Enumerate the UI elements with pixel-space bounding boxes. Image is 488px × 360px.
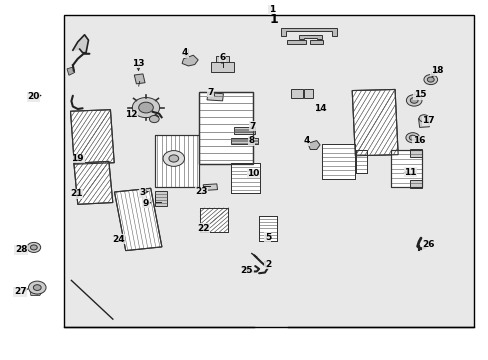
Text: 1: 1 [269, 13, 278, 26]
Bar [418, 118, 428, 127]
Circle shape [33, 285, 41, 291]
Polygon shape [281, 28, 336, 36]
Text: 7: 7 [207, 87, 213, 96]
Bar [351, 89, 397, 156]
Bar [134, 74, 145, 84]
Bar [155, 135, 199, 187]
Polygon shape [307, 140, 320, 149]
Bar [114, 188, 162, 251]
Text: 7: 7 [249, 122, 255, 131]
Bar [234, 127, 254, 134]
Bar [230, 163, 260, 193]
Circle shape [168, 155, 178, 162]
Circle shape [418, 115, 428, 122]
Bar [199, 92, 252, 164]
Text: 19: 19 [71, 154, 84, 163]
Bar [231, 138, 257, 144]
Bar [203, 184, 217, 190]
Text: 24: 24 [112, 235, 125, 244]
Bar [155, 135, 199, 187]
Bar [355, 150, 366, 173]
Bar [351, 89, 397, 156]
Bar [200, 208, 228, 232]
Bar [287, 40, 305, 44]
Bar [258, 216, 277, 241]
Bar [74, 161, 113, 204]
Text: 3: 3 [139, 188, 145, 197]
Circle shape [28, 281, 46, 294]
Bar [154, 191, 166, 206]
Text: 10: 10 [246, 169, 259, 178]
Bar [390, 150, 421, 187]
Circle shape [139, 102, 153, 113]
Text: 25: 25 [240, 266, 253, 275]
Text: 20: 20 [28, 92, 40, 101]
Polygon shape [182, 55, 198, 66]
Polygon shape [73, 35, 88, 53]
Bar [309, 40, 323, 44]
Text: 11: 11 [403, 168, 416, 177]
Bar [210, 62, 234, 72]
Circle shape [27, 242, 41, 252]
Text: 26: 26 [422, 240, 434, 249]
Circle shape [409, 98, 417, 103]
Circle shape [406, 95, 421, 106]
Text: 8: 8 [248, 136, 254, 145]
Text: 23: 23 [195, 187, 207, 196]
Text: 6: 6 [219, 53, 225, 62]
Text: 22: 22 [196, 224, 209, 233]
Bar [390, 150, 421, 187]
Polygon shape [299, 35, 321, 40]
Bar [74, 161, 113, 204]
Bar [200, 208, 228, 232]
Text: 21: 21 [70, 189, 82, 198]
Bar [215, 55, 229, 62]
Text: 16: 16 [412, 136, 425, 145]
Circle shape [132, 98, 159, 118]
Circle shape [30, 245, 37, 250]
Bar [70, 110, 114, 164]
Bar [199, 92, 252, 164]
Bar [304, 89, 313, 98]
Bar [290, 89, 303, 98]
Bar [64, 15, 473, 327]
Polygon shape [30, 291, 42, 296]
Bar [355, 150, 366, 173]
Text: 1: 1 [268, 5, 274, 14]
Bar [321, 144, 354, 179]
Circle shape [423, 75, 437, 85]
Bar [409, 180, 421, 188]
Text: 12: 12 [125, 110, 137, 119]
Bar [258, 216, 277, 241]
Text: 13: 13 [132, 59, 144, 68]
Text: 27: 27 [14, 287, 26, 296]
Polygon shape [67, 67, 75, 75]
Circle shape [163, 150, 184, 166]
Circle shape [427, 77, 433, 82]
Circle shape [149, 116, 159, 123]
Circle shape [405, 133, 419, 143]
Bar [206, 93, 223, 101]
Text: 5: 5 [264, 233, 270, 242]
Text: 4: 4 [303, 136, 309, 145]
Text: 15: 15 [413, 90, 426, 99]
Text: 4: 4 [182, 48, 188, 57]
Text: 14: 14 [314, 104, 326, 113]
Text: 17: 17 [422, 116, 434, 125]
Circle shape [408, 135, 415, 140]
Text: 9: 9 [142, 199, 149, 208]
Bar [70, 110, 114, 164]
Bar [321, 144, 354, 179]
Text: 18: 18 [430, 66, 443, 75]
Text: 2: 2 [264, 260, 270, 269]
Text: 28: 28 [15, 246, 27, 255]
Bar [114, 188, 162, 251]
Bar [230, 163, 260, 193]
Bar [409, 149, 421, 157]
